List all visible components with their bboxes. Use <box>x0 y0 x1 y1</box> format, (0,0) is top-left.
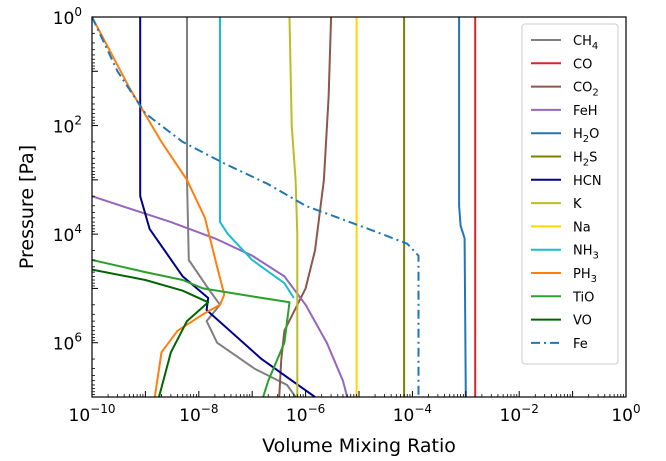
legend-label-co2: CO2 <box>573 81 599 99</box>
x-tick-label: 100 <box>611 402 640 426</box>
legend-box <box>521 23 619 365</box>
series-line-feh <box>92 195 349 397</box>
y-tick-label: 102 <box>53 114 82 138</box>
series-line-vo <box>92 268 210 397</box>
legend-label-ph3: PH3 <box>573 267 597 285</box>
series-layer <box>92 17 477 397</box>
legend-label-ch4: CH4 <box>573 34 598 52</box>
legend-label-tio: TiO <box>572 290 594 305</box>
series-line-h2o <box>458 17 467 397</box>
y-axis-label: Pressure [Pa] <box>16 145 38 269</box>
x-tick-label: 10−2 <box>500 402 539 426</box>
series-line-k <box>288 17 299 397</box>
x-axis: 10−10 10−8 10−6 10−4 10−2 100 <box>69 391 641 426</box>
x-tick-label: 10−10 <box>69 402 116 426</box>
y-tick-label: 106 <box>53 331 82 355</box>
x-axis-label: Volume Mixing Ratio <box>262 435 456 457</box>
series-line-nh3 <box>219 17 295 299</box>
legend-label-h2s: H2S <box>573 151 597 169</box>
x-tick-label: 10−8 <box>179 402 218 426</box>
legend-label-co: CO <box>573 57 592 72</box>
series-line-tio <box>92 259 291 397</box>
series-line-ph3 <box>92 17 226 397</box>
legend-label-k: K <box>573 197 582 212</box>
legend-label-hcn: HCN <box>573 174 602 189</box>
legend-label-feh: FeH <box>573 104 598 119</box>
legend-label-vo: VO <box>573 314 592 329</box>
y-axis: 100 102 104 106 <box>53 5 98 398</box>
legend: CH4 CO CO2 FeH H2O H2S HCN K Na NH3 PH3 TiO VO Fe <box>521 23 619 365</box>
y-tick-label: 104 <box>53 222 82 246</box>
x-tick-label: 10−6 <box>286 402 325 426</box>
legend-label-na: Na <box>573 220 591 235</box>
legend-label-h2o: H2O <box>573 127 599 145</box>
y-tick-label: 100 <box>53 5 82 29</box>
x-tick-label: 10−4 <box>393 402 432 426</box>
legend-label-fe: Fe <box>573 337 588 352</box>
series-line-co2 <box>278 17 333 397</box>
legend-label-nh3: NH3 <box>573 244 599 262</box>
series-line-fe <box>92 17 420 397</box>
series-line-hcn <box>139 17 316 397</box>
